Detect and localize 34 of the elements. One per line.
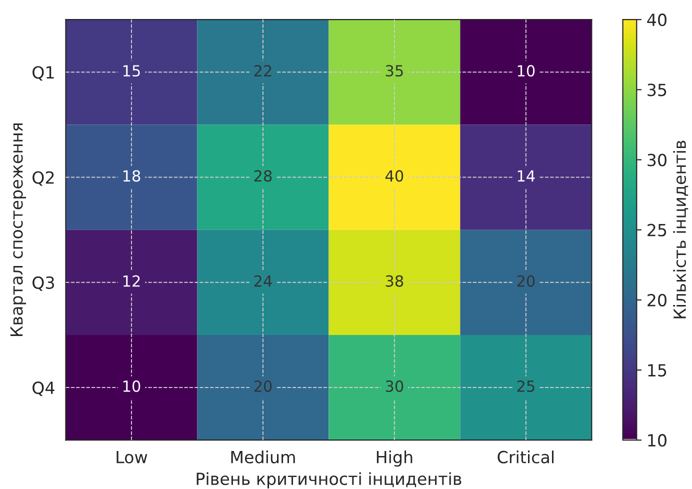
data-label: 10 <box>123 380 140 392</box>
data-label: 28 <box>254 170 272 182</box>
data-label: 12 <box>123 275 140 287</box>
data-label: 38 <box>386 275 404 287</box>
data-label: 20 <box>517 275 535 287</box>
data-label: 10 <box>518 65 535 77</box>
color-bar-title: Кількість інцидентів <box>673 140 688 318</box>
color-bar-label: 40 <box>647 14 666 26</box>
data-label: 24 <box>254 275 272 287</box>
y-tick-label: Q1 <box>32 66 54 81</box>
data-label: 25 <box>517 380 534 392</box>
data-label: 22 <box>254 65 272 76</box>
x-tick-label: Low <box>116 451 148 464</box>
color-bar-label: 35 <box>648 84 666 96</box>
color-bar-label: 10 <box>648 434 666 447</box>
y-tick-label: Q4 <box>32 381 54 396</box>
color-bar-label: 20 <box>648 294 666 306</box>
x-axis-title: Рівень критичності інцидентів <box>196 472 462 488</box>
data-label: 20 <box>254 380 272 392</box>
y-axis-title: Квартал спостереження <box>10 123 26 336</box>
x-tick-label: Medium <box>231 450 295 464</box>
data-label: 40 <box>385 170 404 182</box>
data-label: 18 <box>123 170 140 182</box>
color-bar-label: 30 <box>648 154 666 166</box>
x-tick-label: High <box>376 450 412 467</box>
y-tick-label: Q2 <box>32 171 54 186</box>
data-label: 35 <box>386 65 403 77</box>
data-label: 14 <box>518 170 535 182</box>
color-bar-label: 15 <box>648 364 666 377</box>
data-label: 30 <box>386 380 404 392</box>
y-tick-label: Q3 <box>32 276 54 291</box>
data-label: 15 <box>123 65 140 77</box>
x-tick-label: Critical <box>498 450 554 464</box>
color-bar-label: 25 <box>648 224 666 236</box>
